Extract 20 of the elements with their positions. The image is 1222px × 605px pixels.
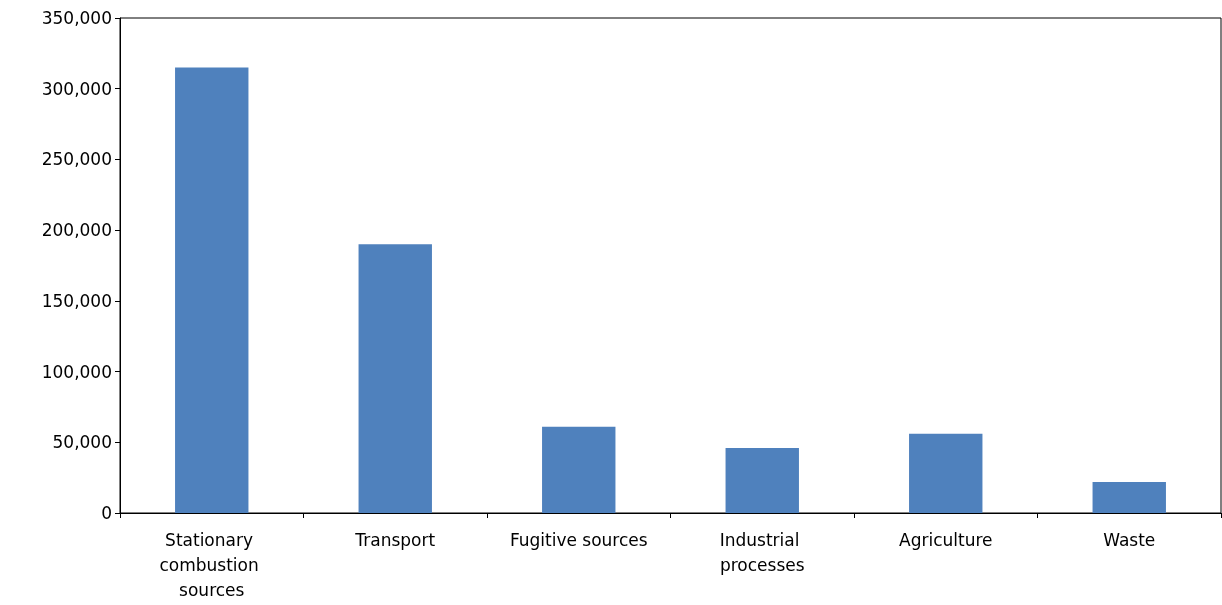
x-tick-label: Stationary combustion sources (159, 529, 265, 600)
y-tick-label: 0 (101, 503, 112, 523)
y-tick-label: 250,000 (41, 149, 112, 170)
x-tick-label: Agriculture (899, 529, 993, 550)
y-tick-label: 150,000 (41, 290, 112, 311)
bar (725, 447, 799, 513)
y-tick-label: 200,000 (41, 220, 112, 241)
y-tick-label: 50,000 (52, 432, 112, 453)
x-tick-label: Waste (1103, 529, 1156, 550)
bar (175, 67, 249, 513)
y-tick-label: 300,000 (41, 78, 112, 99)
y-tick-label: 350,000 (41, 8, 112, 28)
y-tick-label: 100,000 (41, 361, 112, 382)
bar (909, 433, 983, 513)
x-tick-label: Fugitive sources (509, 529, 648, 550)
bar (1092, 481, 1166, 513)
x-tick-label: Transport (354, 529, 436, 550)
bar (358, 244, 432, 513)
x-tick-label: Industrial processes (719, 529, 805, 575)
bar (542, 426, 616, 513)
